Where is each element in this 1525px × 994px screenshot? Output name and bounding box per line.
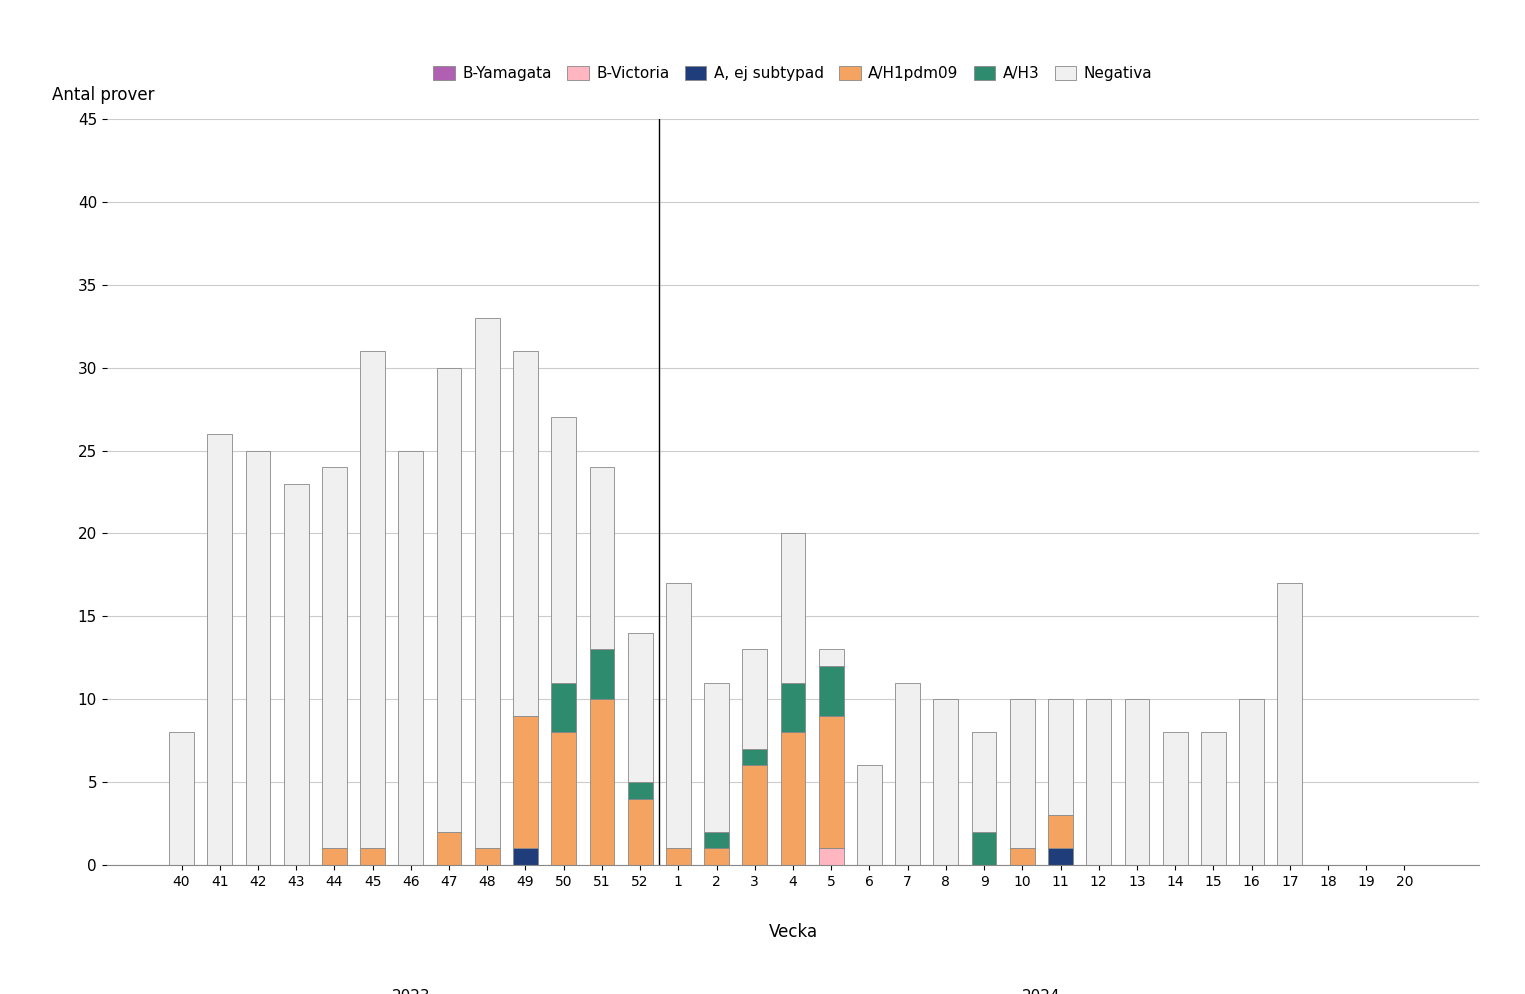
Bar (436, 368, 462, 832)
Bar (628, 633, 653, 782)
Bar (1202, 733, 1226, 865)
Bar (1048, 815, 1074, 848)
Bar (895, 683, 920, 865)
Bar (552, 683, 576, 733)
Bar (590, 467, 615, 649)
Bar (590, 699, 615, 865)
Bar (207, 434, 232, 865)
Bar (322, 467, 346, 848)
Bar (781, 683, 805, 733)
Bar (781, 733, 805, 865)
Bar (169, 733, 194, 865)
Bar (819, 716, 843, 848)
Bar (666, 583, 691, 848)
Bar (1124, 699, 1150, 865)
Bar (705, 848, 729, 865)
Y-axis label: Antal prover: Antal prover (52, 86, 154, 104)
Bar (1162, 733, 1188, 865)
Bar (971, 733, 996, 832)
Bar (512, 716, 538, 848)
Bar (933, 699, 958, 865)
Legend: B-Yamagata, B-Victoria, A, ej subtypad, A/H1pdm09, A/H3, Negativa: B-Yamagata, B-Victoria, A, ej subtypad, … (427, 60, 1159, 87)
Bar (360, 351, 384, 848)
Bar (512, 351, 538, 716)
Bar (743, 649, 767, 748)
Text: 2023: 2023 (392, 989, 430, 994)
Bar (1086, 699, 1112, 865)
Bar (474, 318, 500, 848)
Bar (1240, 699, 1264, 865)
Bar (1048, 699, 1074, 815)
Bar (512, 848, 538, 865)
Bar (1010, 848, 1034, 865)
Bar (1048, 848, 1074, 865)
Bar (705, 683, 729, 832)
Bar (590, 649, 615, 699)
Bar (819, 848, 843, 865)
Bar (819, 666, 843, 716)
Bar (781, 534, 805, 683)
X-axis label: Vecka: Vecka (769, 923, 817, 941)
Bar (666, 848, 691, 865)
Bar (743, 765, 767, 865)
Bar (360, 848, 384, 865)
Bar (628, 798, 653, 865)
Bar (552, 733, 576, 865)
Bar (552, 417, 576, 683)
Bar (322, 848, 346, 865)
Bar (628, 782, 653, 798)
Bar (971, 832, 996, 865)
Text: 2024: 2024 (1022, 989, 1061, 994)
Bar (436, 832, 462, 865)
Bar (246, 450, 270, 865)
Bar (743, 748, 767, 765)
Bar (705, 832, 729, 848)
Bar (819, 649, 843, 666)
Bar (284, 484, 308, 865)
Bar (857, 765, 881, 865)
Bar (474, 848, 500, 865)
Bar (1010, 699, 1034, 848)
Bar (398, 450, 424, 865)
Bar (1278, 583, 1302, 865)
